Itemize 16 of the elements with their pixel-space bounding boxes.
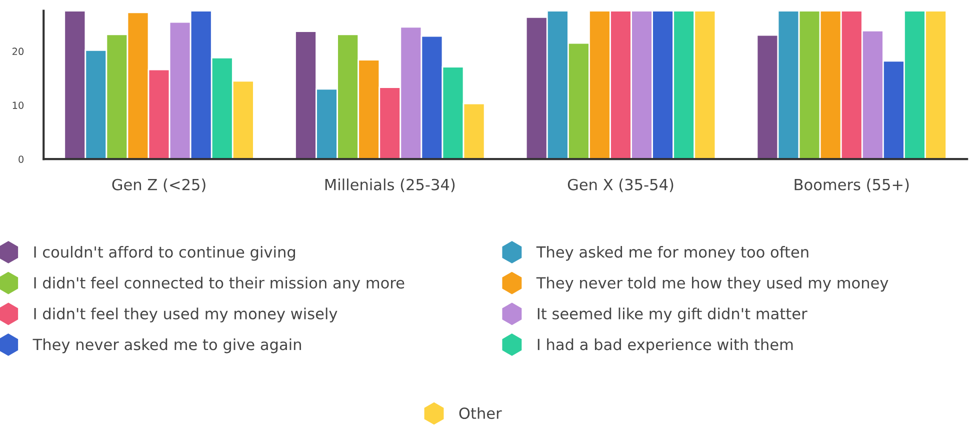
y-tick-label: 20 — [12, 48, 24, 56]
legend-label: I didn't feel connected to their mission any more — [34, 276, 404, 292]
legend-label: I couldn't afford to continue giving — [34, 246, 295, 261]
y-tick-label: 10 — [12, 102, 24, 109]
legend-label: It seemed like my gift didn't matter — [538, 308, 808, 322]
x-tick-label: Gen Z (<25) — [112, 178, 206, 192]
legend-label: I didn't feel they used my money wisely — [34, 308, 338, 322]
x-tick-label: Gen X (35-54) — [568, 178, 674, 192]
legend-label: I had a bad experience with them — [538, 338, 793, 354]
legend-label: Other — [459, 407, 502, 420]
y-tick-label: 0 — [18, 156, 24, 163]
legend-label: They never told me how they used my money — [536, 276, 888, 292]
x-tick-label: Boomers (55+) — [794, 178, 909, 192]
x-tick-label: Millenials (25-34) — [325, 178, 455, 192]
legend-label: They asked me for money too often — [536, 246, 808, 261]
legend-label: They never asked me to give again — [32, 338, 301, 354]
